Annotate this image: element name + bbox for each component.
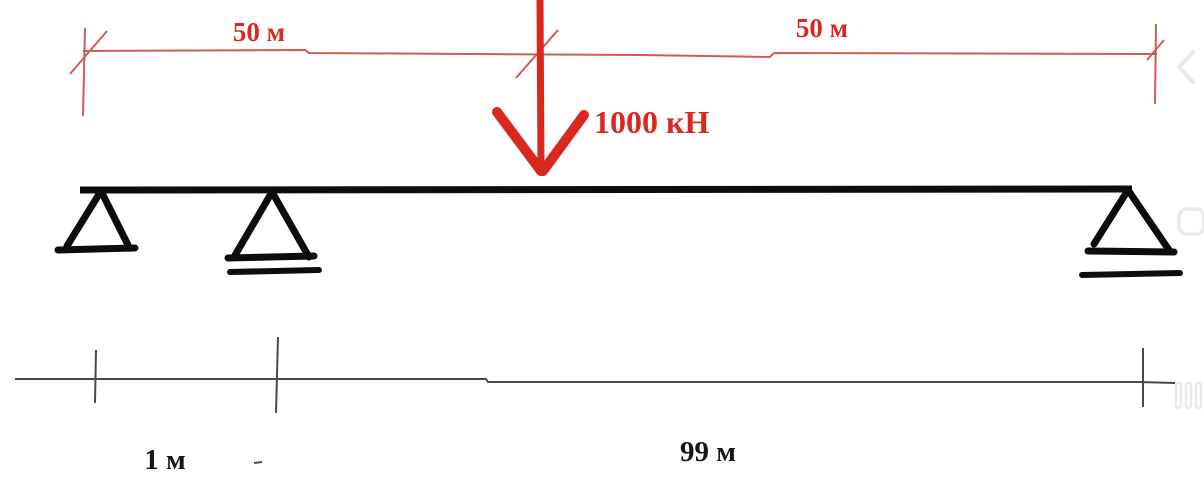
force-arrow: 1000 кН <box>492 0 709 176</box>
stray-pen-mark <box>253 461 263 464</box>
bottom-dimension-horizontal-line <box>15 378 1176 384</box>
android-home-icon[interactable] <box>1177 207 1204 236</box>
dimension-label-bottom-left: 1 м <box>144 444 186 476</box>
support3-right-leg <box>1124 186 1173 254</box>
support-roller-middle <box>224 188 322 275</box>
top-dimension-horizontal-line <box>82 48 1158 59</box>
support-pin-left <box>54 187 139 254</box>
support1-base-line <box>54 244 139 254</box>
bottom-dimension-tick-2 <box>275 336 279 414</box>
support2-right-leg <box>268 188 313 261</box>
bottom-dimension-line: 1 м 99 м <box>15 336 1176 476</box>
top-dimension-right-tick <box>1146 39 1165 61</box>
support3-base-line <box>1084 247 1178 256</box>
support1-left-leg <box>63 187 105 250</box>
support1-right-leg <box>97 187 133 251</box>
dimension-label-bottom-right: 99 м <box>680 436 736 468</box>
beam <box>79 185 1133 194</box>
beam-line <box>79 185 1133 194</box>
top-dimension-left-extension-line <box>82 27 86 117</box>
android-recents-bar-1 <box>1174 381 1183 410</box>
bottom-dimension-tick-1 <box>94 349 97 404</box>
android-recents-bar-2 <box>1184 381 1193 410</box>
support3-left-leg <box>1090 186 1132 248</box>
dimension-label-top-right: 50 м <box>796 13 848 43</box>
top-dimension-line: 50 м 50 м <box>69 13 1165 117</box>
force-arrowhead-right <box>538 110 589 176</box>
top-dimension-left-tick <box>69 30 108 75</box>
android-recents-bar-3 <box>1194 381 1203 410</box>
support2-base-line <box>224 252 318 262</box>
force-magnitude-label: 1000 кН <box>594 104 709 140</box>
force-arrow-shaft <box>536 0 545 169</box>
android-navigation-bar <box>1174 50 1204 410</box>
support2-left-leg <box>230 188 276 261</box>
support3-roller-line <box>1079 270 1183 278</box>
android-recents-icon[interactable] <box>1174 381 1203 410</box>
android-back-icon[interactable] <box>1177 50 1195 84</box>
force-arrowhead-left <box>492 107 546 176</box>
dimension-label-top-left: 50 м <box>233 17 285 47</box>
support2-roller-line <box>227 267 322 275</box>
support-roller-right <box>1079 186 1183 278</box>
top-dimension-right-extension-line <box>1154 23 1157 105</box>
